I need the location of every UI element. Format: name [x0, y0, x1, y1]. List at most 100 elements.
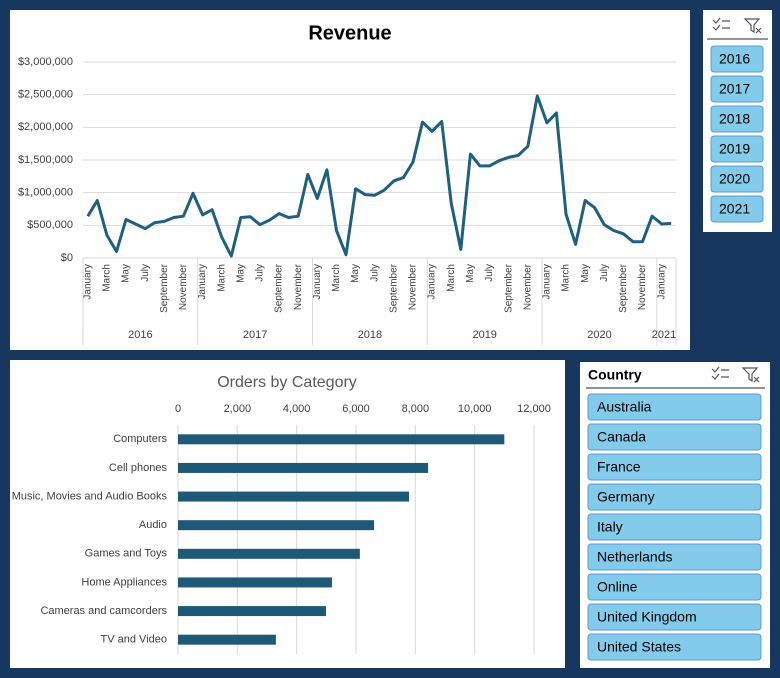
slicer-item[interactable] [587, 393, 762, 421]
y-tick-label: $500,000 [27, 219, 73, 231]
slicer-item-label[interactable]: France [597, 459, 641, 475]
slicer-item-label[interactable]: 2019 [719, 141, 750, 157]
slicer-item-label[interactable]: United Kingdom [597, 609, 697, 625]
bar [178, 520, 375, 531]
y-tick-label: Computers [113, 433, 167, 445]
y-tick-label: $0 [61, 252, 73, 264]
x-tick-label: May [580, 264, 591, 283]
x-tick-label: May [350, 264, 361, 283]
slicer-item[interactable] [587, 603, 762, 631]
y-tick-label: $1,000,000 [18, 187, 73, 199]
bar [178, 462, 429, 473]
slicer-item[interactable] [587, 453, 762, 481]
x-tick-label: September [618, 263, 629, 313]
slicer-item[interactable] [587, 573, 762, 601]
x-tick-label: 0 [175, 403, 181, 415]
slicer-item[interactable] [710, 105, 764, 133]
slicer-item-label[interactable]: Netherlands [597, 549, 673, 565]
revenue-line [86, 94, 672, 258]
x-tick-label: November [408, 263, 419, 310]
x-tick-label: May [465, 264, 476, 283]
y-tick-label: $2,500,000 [18, 89, 73, 101]
x-tick-label: March [216, 264, 227, 292]
y-tick-label: Cell phones [109, 462, 168, 474]
x-tick-label: 8,000 [402, 403, 430, 415]
x-tick-label: September [274, 263, 285, 313]
x-tick-label: July [369, 264, 380, 282]
slicer-item[interactable] [710, 165, 764, 193]
slicer-item[interactable] [587, 513, 762, 541]
slicer-item-label[interactable]: 2018 [719, 111, 750, 127]
slicer-item[interactable] [587, 633, 762, 661]
multi-select-icon [711, 366, 729, 380]
x-tick-label: November [522, 263, 533, 310]
x-tick-label: July [484, 264, 495, 282]
x-group-label: 2018 [358, 329, 382, 341]
x-tick-label: January [656, 264, 667, 300]
x-tick-label: 6,000 [342, 403, 370, 415]
x-tick-label: January [427, 264, 438, 300]
slicer-item[interactable] [710, 75, 764, 103]
x-group-label: 2016 [128, 329, 152, 341]
x-tick-label: March [561, 264, 572, 292]
slicer-item[interactable] [587, 543, 762, 571]
slicer-item-label[interactable]: Australia [597, 399, 652, 415]
x-tick-label: September [159, 263, 170, 313]
x-tick-label: March [331, 264, 342, 292]
x-tick-label: 2,000 [224, 403, 252, 415]
x-tick-label: 12,000 [517, 403, 551, 415]
y-tick-label: Home Appliances [81, 576, 167, 588]
y-tick-label: Audio [139, 519, 167, 531]
slicer-item-label[interactable]: Online [597, 579, 638, 595]
slicer-item-label[interactable]: Canada [597, 429, 646, 445]
slicer-item-label[interactable]: 2020 [719, 171, 750, 187]
bar [178, 606, 327, 617]
slicer-item-label[interactable]: 2017 [719, 81, 750, 97]
slicer-item-label[interactable]: 2016 [719, 51, 750, 67]
x-tick-label: March [446, 264, 457, 292]
slicer-item[interactable] [710, 195, 764, 223]
revenue-panel [10, 10, 690, 350]
x-group-label: 2020 [587, 329, 611, 341]
multi-select-icon [712, 17, 730, 31]
y-tick-label: $1,500,000 [18, 154, 73, 166]
x-tick-label: May [235, 264, 246, 283]
x-tick-label: January [197, 264, 208, 300]
slicer-item[interactable] [587, 423, 762, 451]
slicer-title: Country [588, 367, 642, 383]
slicer-icons [586, 17, 768, 389]
chart-title: Revenue [308, 22, 391, 44]
x-tick-label: July [599, 264, 610, 282]
slicer-item[interactable] [710, 135, 764, 163]
y-tick-label: Music, Movies and Audio Books [12, 490, 168, 502]
x-tick-label: January [312, 264, 323, 300]
bar [178, 548, 360, 559]
y-tick-label: TV and Video [101, 634, 167, 646]
slicer-item-label[interactable]: Italy [597, 519, 623, 535]
x-tick-label: 4,000 [283, 403, 311, 415]
x-tick-label: September [503, 263, 514, 313]
x-tick-label: May [121, 264, 132, 283]
clear-filter-icon [741, 367, 760, 383]
x-group-label: 2017 [243, 329, 267, 341]
x-tick-label: July [255, 264, 266, 282]
x-tick-label: November [637, 263, 648, 310]
y-tick-label: Cameras and camcorders [40, 605, 167, 617]
y-tick-label: Games and Toys [85, 548, 168, 560]
x-group-label: 2019 [472, 329, 496, 341]
slicer-item[interactable] [710, 45, 764, 73]
slicer-item-label[interactable]: United States [597, 639, 681, 655]
x-tick-label: January [82, 264, 93, 300]
x-tick-label: January [542, 264, 553, 300]
slicer-item-label[interactable]: 2021 [719, 201, 750, 217]
x-group-label: 2021 [652, 329, 676, 341]
x-tick-label: March [102, 264, 113, 292]
slicer-item[interactable] [587, 483, 762, 511]
bar [178, 491, 410, 502]
orders-panel [10, 360, 565, 668]
bar [178, 434, 505, 445]
x-tick-label: July [140, 264, 151, 282]
slicer-item-label[interactable]: Germany [597, 489, 655, 505]
